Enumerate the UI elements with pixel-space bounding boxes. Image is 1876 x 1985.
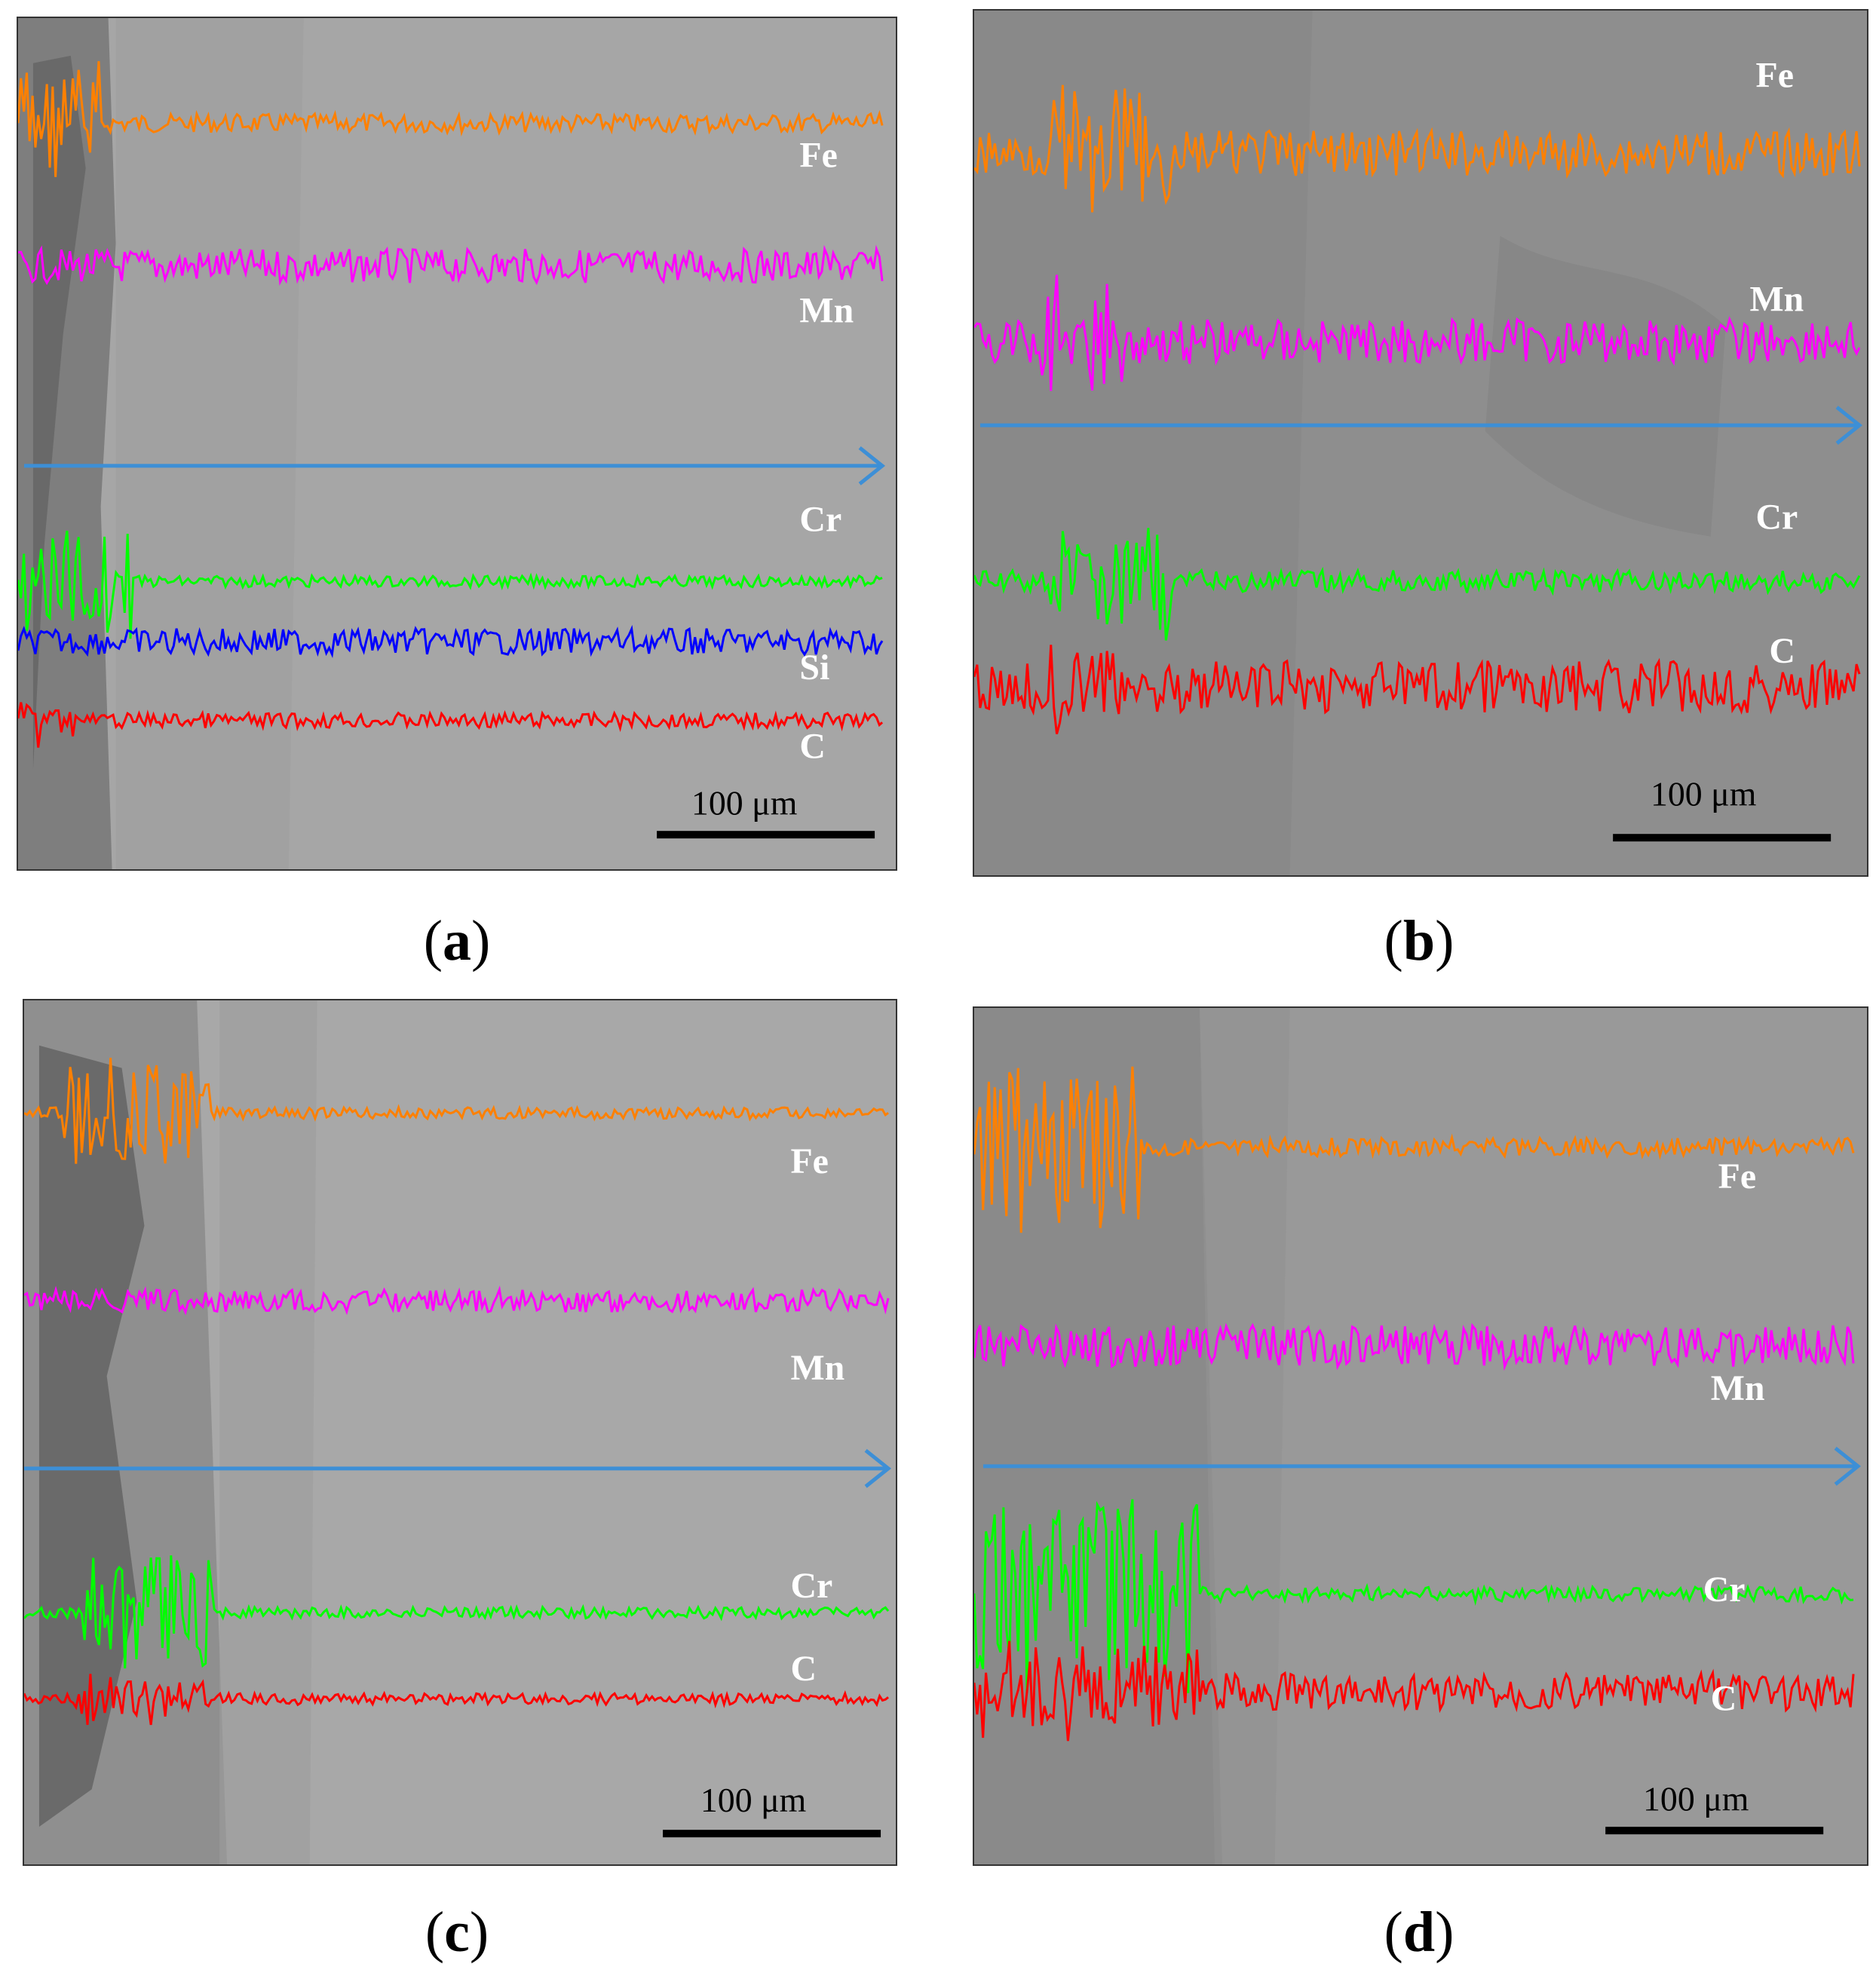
panel-b: Fe Mn Cr C 100 μm [973, 9, 1868, 877]
diffusion-zone [115, 18, 304, 869]
label-cr: Cr [1755, 498, 1798, 538]
scale-bar [663, 1830, 881, 1838]
dark-phase [32, 55, 86, 770]
panel-a-image: Fe Mn Cr Si C 100 μm [18, 18, 896, 869]
label-fe: Fe [1755, 56, 1793, 96]
caption-letter: c [444, 1901, 470, 1964]
caption-b: (b) [1384, 909, 1455, 973]
eds-trace-fe [974, 84, 1861, 213]
label-mn: Mn [1711, 1368, 1765, 1408]
eds-trace-si [18, 624, 884, 659]
label-cr: Cr [1703, 1570, 1746, 1610]
scale-bar-label: 100 μm [1643, 1779, 1749, 1818]
panel-c: Fe Mn Cr C 100 μm [23, 999, 897, 1866]
scale-bar-label: 100 μm [1651, 774, 1756, 813]
caption-a: (a) [423, 909, 491, 973]
label-cr: Cr [799, 500, 841, 540]
label-cr: Cr [790, 1566, 832, 1606]
caption-letter: b [1402, 909, 1436, 973]
diffusion-zone [219, 1000, 317, 1864]
diffusion-zone [1199, 1008, 1290, 1864]
panel-a: Fe Mn Cr Si C 100 μm [17, 17, 897, 871]
label-c: C [1769, 631, 1795, 671]
eds-trace-c [18, 702, 884, 748]
eds-trace-cr [24, 1555, 890, 1669]
eds-trace-cr [974, 1499, 1854, 1693]
eds-trace-cr [18, 530, 883, 639]
label-c: C [790, 1649, 817, 1689]
label-fe: Fe [799, 135, 837, 175]
label-si: Si [799, 648, 829, 688]
scale-bar-label: 100 μm [700, 1781, 806, 1819]
dark-phase [38, 1045, 145, 1827]
scan-arrow-head [1835, 406, 1863, 445]
label-mn: Mn [799, 291, 854, 331]
scan-arrow-head [1834, 1446, 1862, 1486]
eds-trace-cr [974, 528, 1861, 641]
label-mn: Mn [1750, 280, 1804, 320]
scale-bar [1613, 834, 1832, 842]
panel-d: Fe Mn Cr C 100 μm [973, 1006, 1868, 1866]
caption-letter: a [443, 909, 471, 973]
panel-b-image: Fe Mn Cr C 100 μm [974, 11, 1867, 875]
label-fe: Fe [1718, 1156, 1756, 1196]
eds-trace-c [974, 1640, 1855, 1741]
panel-d-image: Fe Mn Cr C 100 μm [974, 1008, 1867, 1864]
eds-trace-c [974, 645, 1861, 734]
dark-phase [974, 11, 1313, 875]
scale-bar [657, 831, 875, 839]
caption-d: (d) [1384, 1901, 1455, 1964]
label-c: C [799, 727, 826, 767]
eds-trace-mn [974, 274, 1861, 391]
eds-trace-fe [18, 61, 884, 177]
label-fe: Fe [790, 1141, 828, 1181]
label-mn: Mn [790, 1348, 845, 1388]
scan-arrow-head [858, 446, 886, 486]
label-c: C [1711, 1679, 1737, 1719]
scale-bar [1605, 1827, 1824, 1835]
panel-c-image: Fe Mn Cr C 100 μm [24, 1000, 896, 1864]
eds-trace-fe [974, 1066, 1855, 1233]
eds-trace-mn [24, 1285, 890, 1316]
eds-trace-fe [24, 1058, 889, 1164]
scan-arrow-head [864, 1448, 892, 1488]
scale-bar-label: 100 μm [691, 783, 797, 822]
caption-letter: d [1402, 1901, 1436, 1964]
eds-trace-c [24, 1674, 889, 1726]
eds-trace-mn [974, 1322, 1855, 1371]
caption-c: (c) [425, 1901, 489, 1964]
eds-trace-mn [18, 244, 884, 286]
grain-region [1485, 235, 1726, 537]
